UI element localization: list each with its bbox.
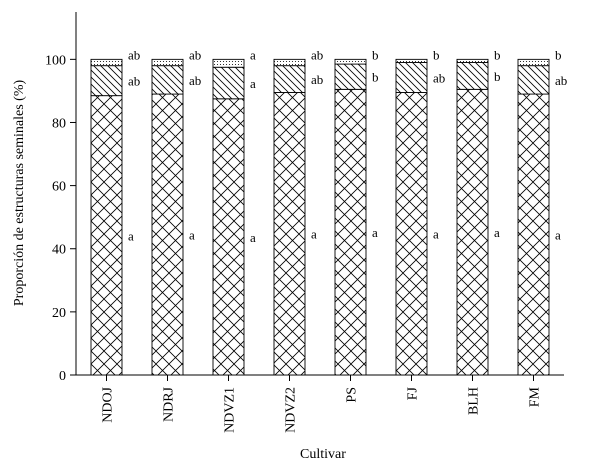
significance-letter: b [372,47,379,62]
bar-segment-dotted [273,58,306,67]
y-tick-label: 20 [52,306,66,321]
bar-segment-diagonal [212,66,245,100]
significance-letter: a [433,227,439,242]
bar-segment-diagonal [273,65,306,93]
bar-segment-crosshatch [456,88,489,376]
significance-letter: ab [189,73,201,88]
x-tick-label: NDRJ [162,386,177,422]
bar-segment-dotted [456,58,489,63]
significance-letter: ab [189,47,201,62]
bar-segment-crosshatch [334,88,367,376]
significance-letter: b [555,47,562,62]
y-tick-label: 100 [45,53,66,68]
bar-segment-diagonal [456,62,489,90]
bar-segment-diagonal [151,65,184,95]
x-tick-label: NDVZ1 [223,387,238,433]
bar-segment-dotted [90,58,123,67]
x-axis-title: Cultivar [300,447,346,462]
bar-segment-diagonal [334,63,367,90]
bar-segment-crosshatch [212,98,245,376]
x-tick-label: BLH [467,387,482,415]
significance-letter: a [250,230,256,245]
bar-segment-dotted [334,58,367,65]
significance-letter: a [250,76,256,91]
bar-segment-diagonal [395,62,428,93]
significance-letter: ab [311,72,323,87]
bar-segment-crosshatch [151,93,184,376]
significance-letter: b [433,47,440,62]
bar-segment-dotted [212,58,245,68]
bars [90,58,550,376]
bar-segment-diagonal [90,65,123,97]
axes: 0 20 40 60 80 100 NDOJ NDRJ NDVZ1 NDVZ2 PS FJ BLH FM [45,12,564,433]
significance-letter: b [494,69,501,84]
bar-segment-crosshatch [395,92,428,376]
significance-letter: ab [128,47,140,62]
x-tick-label: PS [345,387,360,403]
significance-letter: ab [311,47,323,62]
bar-segment-crosshatch [273,92,306,376]
bar-segment-diagonal [517,65,550,95]
significance-letter: a [555,228,561,243]
significance-letter: ab [555,73,567,88]
significance-letter: ab [433,70,445,85]
significance-letter: a [189,228,195,243]
significance-letter: b [372,70,379,85]
bar-segment-dotted [151,58,184,67]
x-tick-label: FJ [406,386,421,400]
bar-segment-dotted [395,58,428,63]
significance-letter: a [372,225,378,240]
y-tick-label: 80 [52,116,66,131]
significance-letter: a [250,47,256,62]
significance-letter: a [128,228,134,243]
y-tick-label: 40 [52,243,66,258]
x-tick-label: NDOJ [101,386,116,422]
y-axis-title: Proporción de estructuras seminales (%) [12,80,27,307]
significance-letter: a [311,227,317,242]
y-tick-label: 60 [52,180,66,195]
significance-letter: a [494,225,500,240]
x-tick-label: FM [528,386,543,407]
bar-segment-dotted [517,58,550,67]
significance-letter: ab [128,74,140,89]
significance-letter: b [494,47,501,62]
x-tick-label: NDVZ2 [284,387,299,433]
bar-segment-crosshatch [90,95,123,376]
bar-segment-crosshatch [517,93,550,376]
y-tick-label: 0 [59,369,66,384]
